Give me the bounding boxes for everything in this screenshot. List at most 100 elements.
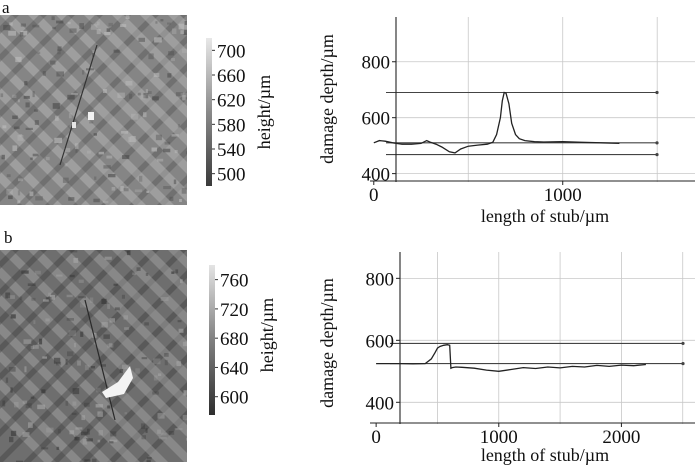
surface-speckle — [121, 131, 128, 134]
surface-speckle — [19, 32, 24, 37]
surface-speckle — [119, 368, 124, 374]
surface-speckle — [53, 357, 61, 364]
surface-speckle — [108, 174, 116, 178]
surface-speckle — [177, 124, 180, 128]
surface-speckle — [160, 297, 169, 302]
weave-band — [112, 15, 187, 90]
x-axis-label-a: length of stub/µm — [481, 206, 609, 226]
surface-speckle — [122, 364, 129, 370]
surface-speckle — [151, 147, 157, 152]
surface-speckle — [124, 327, 130, 330]
surface-speckle — [67, 21, 71, 25]
plot-area-b — [370, 252, 695, 424]
surface-speckle — [69, 28, 77, 33]
surface-speckle — [65, 359, 68, 365]
surface-speckle — [75, 427, 83, 430]
surface-speckle — [71, 412, 77, 415]
surface-speckle — [97, 411, 103, 417]
surface-speckle — [96, 387, 101, 393]
surface-speckle — [139, 175, 143, 182]
height-map-b-texture — [0, 250, 187, 462]
surface-speckle — [182, 341, 187, 347]
surface-speckle — [186, 429, 187, 436]
surface-speckle — [55, 115, 59, 121]
surface-speckle — [153, 358, 161, 365]
surface-speckle — [101, 322, 108, 328]
surface-speckle — [94, 176, 97, 180]
surface-speckle — [34, 109, 38, 112]
surface-speckle — [17, 200, 21, 204]
surface-speckle — [164, 353, 169, 357]
x-tick-label: 2000 — [602, 427, 640, 448]
panel-b: b 760 720 680 640 600 height/µm 400 600 800 0 1… — [0, 228, 695, 465]
surface-speckle — [135, 368, 140, 374]
surface-speckle — [10, 430, 17, 436]
surface-speckle — [65, 400, 69, 406]
surface-speckle — [18, 178, 23, 182]
surface-speckle — [68, 197, 75, 201]
surface-speckle — [123, 315, 128, 320]
surface-speckle — [34, 270, 41, 275]
surface-speckle — [22, 432, 30, 437]
surface-speckle — [68, 113, 72, 119]
surface-speckle — [8, 30, 16, 36]
surface-speckle — [39, 338, 43, 345]
surface-speckle — [107, 304, 111, 309]
surface-speckle — [156, 158, 164, 162]
surface-speckle — [103, 334, 110, 339]
surface-speckle — [33, 320, 36, 324]
surface-speckle — [98, 151, 105, 155]
surface-speckle — [25, 403, 32, 409]
surface-speckle — [161, 432, 167, 436]
colorbar-tick-label: 540 — [217, 140, 246, 161]
surface-speckle — [180, 92, 187, 98]
colorbar-a-gradient — [206, 38, 212, 186]
surface-speckle — [106, 155, 113, 159]
surface-speckle — [90, 24, 98, 30]
surface-speckle — [104, 32, 111, 36]
surface-speckle — [2, 400, 6, 407]
surface-speckle — [125, 80, 133, 86]
surface-speckle — [72, 388, 80, 395]
surface-speckle — [48, 292, 52, 297]
surface-speckle — [157, 413, 165, 419]
surface-speckle — [160, 19, 164, 22]
surface-speckle — [179, 199, 182, 202]
weave-band — [0, 250, 131, 381]
weave-band — [157, 175, 187, 205]
surface-speckle — [70, 250, 78, 253]
surface-speckle — [2, 125, 7, 129]
surface-speckle — [180, 30, 185, 34]
surface-speckle — [141, 435, 146, 440]
surface-speckle — [164, 359, 168, 366]
surface-speckle — [41, 389, 46, 394]
surface-speckle — [181, 187, 187, 194]
surface-speckle — [169, 196, 174, 201]
weave-band — [0, 250, 103, 353]
surface-speckle — [81, 415, 86, 421]
y-tick-label: 800 — [362, 53, 391, 74]
x-ticks-a: 0 1000 — [369, 181, 582, 206]
surface-speckle — [102, 89, 107, 93]
surface-speckle — [40, 447, 49, 450]
weave-band — [0, 15, 159, 174]
panel-label-b: b — [4, 228, 13, 247]
weave-band — [28, 15, 187, 174]
surface-speckle — [77, 360, 81, 366]
surface-speckle — [106, 343, 114, 348]
profile-chart-b: 400 600 800 0 1000 2000 damage depth/µm leng… — [317, 252, 695, 465]
surface-speckle — [75, 149, 78, 153]
surface-speckle — [73, 342, 76, 348]
panel-a: a 700 660 620 580 540 500 height/µm 400 600 800… — [0, 0, 695, 226]
surface-speckle — [95, 404, 103, 408]
weave-band — [0, 15, 103, 118]
surface-speckle — [35, 196, 43, 201]
surface-speckle — [32, 153, 39, 157]
weave-band — [84, 15, 187, 118]
surface-speckle — [23, 339, 32, 344]
damage-spot-b — [102, 366, 133, 398]
surface-speckle — [163, 148, 171, 153]
surface-speckle — [93, 133, 97, 136]
surface-speckle — [90, 366, 95, 369]
surface-speckle — [109, 441, 114, 444]
